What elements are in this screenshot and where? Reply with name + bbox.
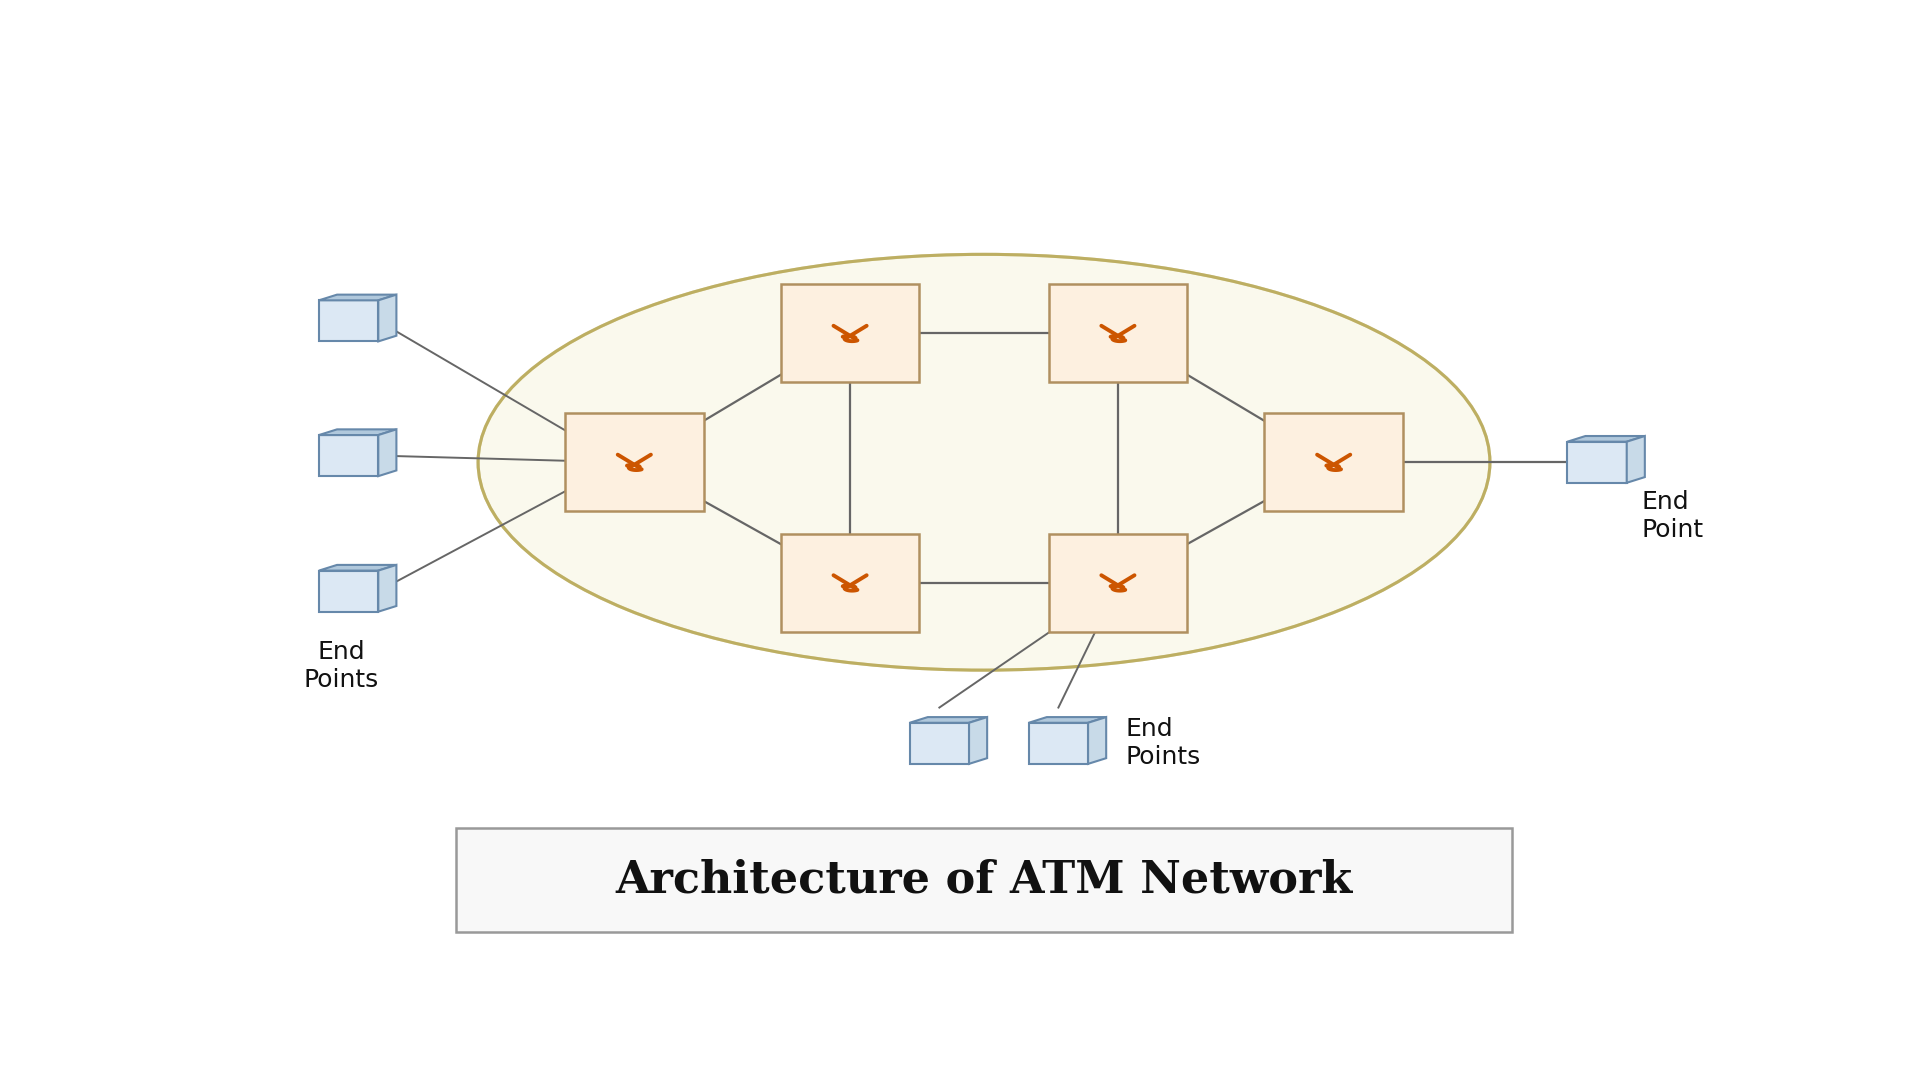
Polygon shape [1626,436,1645,483]
Polygon shape [1029,723,1089,764]
Polygon shape [319,435,378,476]
Polygon shape [1089,717,1106,764]
Polygon shape [378,565,396,611]
Polygon shape [970,717,987,764]
FancyBboxPatch shape [1265,414,1404,511]
Polygon shape [319,565,396,570]
Polygon shape [319,430,396,435]
Text: End
Point: End Point [1642,490,1703,542]
FancyBboxPatch shape [1048,534,1187,632]
Polygon shape [319,570,378,611]
Ellipse shape [478,255,1490,670]
Polygon shape [319,300,378,341]
Polygon shape [319,295,396,300]
Polygon shape [1567,442,1626,483]
FancyBboxPatch shape [455,828,1513,932]
FancyBboxPatch shape [781,284,920,382]
Polygon shape [1567,436,1645,442]
FancyBboxPatch shape [1048,284,1187,382]
Polygon shape [910,717,987,723]
FancyBboxPatch shape [781,534,920,632]
Text: End
Points: End Points [303,640,378,692]
Polygon shape [910,723,970,764]
Polygon shape [378,430,396,476]
FancyBboxPatch shape [564,414,703,511]
Text: End
Points: End Points [1125,717,1200,769]
Polygon shape [1029,717,1106,723]
Text: Architecture of ATM Network: Architecture of ATM Network [616,859,1352,902]
Polygon shape [378,295,396,341]
